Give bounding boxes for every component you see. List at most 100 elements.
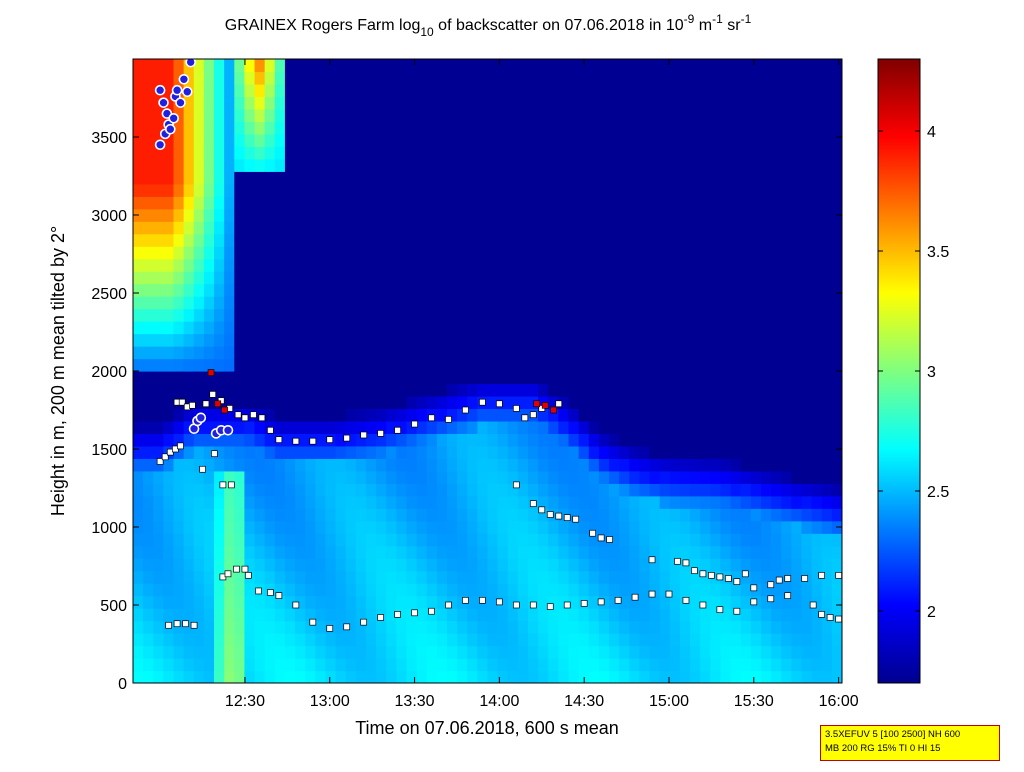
heat-cell <box>730 458 742 472</box>
heat-cell <box>163 483 175 497</box>
heat-cell <box>325 296 337 310</box>
heat-cell <box>679 570 691 584</box>
heat-cell <box>619 395 630 410</box>
heat-cell <box>315 146 327 160</box>
heat-cell <box>588 71 600 85</box>
colorbar-tick-label: 4 <box>927 124 936 141</box>
heat-cell <box>254 308 266 322</box>
heat-cell <box>163 83 175 98</box>
heat-cell <box>457 583 468 597</box>
heat-cell <box>517 508 529 522</box>
heat-cell <box>305 570 316 584</box>
heat-cell <box>386 246 397 260</box>
heat-cell <box>153 520 164 534</box>
heat-cell <box>365 271 377 285</box>
heat-cell <box>538 183 549 197</box>
heat-cell <box>264 196 276 210</box>
heat-cell <box>264 133 276 147</box>
layer-marker <box>555 400 563 408</box>
heat-cell <box>224 271 235 285</box>
heat-cell <box>750 608 762 622</box>
heat-cell <box>143 620 154 634</box>
heat-cell <box>234 196 246 210</box>
heat-cell <box>365 658 377 672</box>
layer-marker <box>377 430 384 437</box>
heat-cell <box>203 558 215 572</box>
heat-cell <box>295 408 306 422</box>
heat-cell <box>831 470 842 484</box>
heat-cell <box>295 620 306 634</box>
heat-cell <box>578 508 590 522</box>
heat-cell <box>284 408 296 422</box>
heat-cell <box>578 321 590 335</box>
heat-cell <box>538 196 549 210</box>
heat-cell <box>477 258 489 272</box>
heat-cell <box>528 246 539 260</box>
heat-cell <box>295 633 306 647</box>
heat-cell <box>517 583 529 597</box>
heat-cell <box>811 670 823 683</box>
heat-cell <box>831 408 842 422</box>
heat-cell <box>193 595 205 609</box>
heat-cell <box>416 533 428 547</box>
heat-cell <box>284 483 296 497</box>
heat-cell <box>386 233 397 247</box>
heat-cell <box>325 108 337 122</box>
heat-cell <box>588 221 600 235</box>
heat-cell <box>771 420 782 434</box>
heat-cell <box>710 645 722 659</box>
high-intensity-marker <box>207 369 215 376</box>
heat-cell <box>457 533 468 547</box>
heat-cell <box>548 620 559 634</box>
heat-cell <box>619 633 630 647</box>
heat-cell <box>264 458 276 472</box>
heat-cell <box>507 258 519 272</box>
heat-cell <box>588 383 600 397</box>
heat-cell <box>760 371 772 385</box>
heat-cell <box>234 658 246 672</box>
heat-cell <box>214 271 225 285</box>
heat-cell <box>639 208 651 222</box>
heat-cell <box>619 146 630 160</box>
heat-cell <box>183 470 195 484</box>
heat-cell <box>750 158 762 172</box>
heat-cell <box>305 333 316 347</box>
heat-cell <box>598 633 610 647</box>
heat-cell <box>649 121 661 135</box>
heat-cell <box>568 158 580 172</box>
heat-cell <box>791 271 803 285</box>
heat-cell <box>629 308 641 322</box>
heat-cell <box>720 221 732 235</box>
heat-cell <box>183 346 195 360</box>
heat-cell <box>274 171 286 185</box>
heat-cell <box>224 658 235 672</box>
heat-cell <box>244 108 256 122</box>
heat-cell <box>568 233 580 247</box>
heat-cell <box>598 458 610 472</box>
heat-cell <box>446 121 458 135</box>
heat-cell <box>801 583 813 597</box>
heat-cell <box>315 458 327 472</box>
heat-cell <box>406 570 418 584</box>
heat-cell <box>426 83 438 98</box>
layer-marker <box>177 442 184 450</box>
heat-cell <box>649 83 661 98</box>
heat-cell <box>376 96 387 110</box>
heat-cell <box>143 133 154 147</box>
heat-cell <box>386 96 397 110</box>
heat-cell <box>254 108 266 122</box>
heat-cell <box>821 470 833 484</box>
heat-cell <box>254 283 266 297</box>
heat-cell <box>153 333 164 347</box>
heat-cell <box>376 221 387 235</box>
heat-cell <box>659 196 671 210</box>
heat-cell <box>365 133 377 147</box>
heat-cell <box>284 96 296 110</box>
heat-cell <box>335 121 347 135</box>
heat-cell <box>467 358 478 372</box>
heat-cell <box>244 283 256 297</box>
marker-layer <box>154 59 842 632</box>
layer-marker <box>826 614 834 621</box>
heat-cell <box>629 358 641 372</box>
heat-cell <box>791 196 803 210</box>
